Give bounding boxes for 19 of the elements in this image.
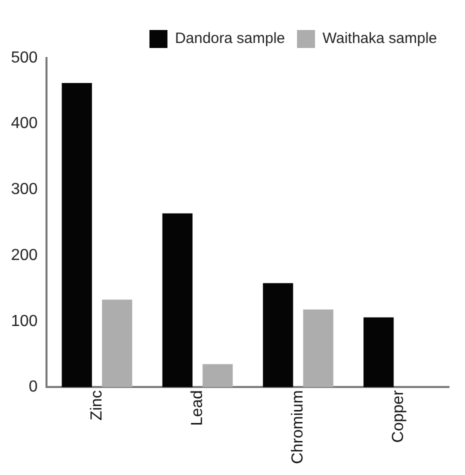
bar [62,83,92,388]
x-tick-label: Chromium [290,390,307,464]
legend-label: Waithaka sample [322,30,438,48]
bar [364,317,394,388]
legend-label: Dandora sample [174,30,286,48]
y-tick-label: 300 [10,181,38,198]
y-tick-label: 100 [10,312,38,330]
x-tick-label: Copper [390,390,408,443]
x-tick-label: Zinc [88,390,106,420]
y-tick-label: 0 [28,378,38,396]
y-tick-label: 400 [10,115,38,132]
y-tick-label: 500 [10,49,38,66]
bar [262,283,294,388]
bar [162,213,193,388]
bar [303,310,334,388]
bar [102,300,132,388]
x-tick-label: Lead [188,390,206,426]
bar [202,364,233,388]
y-tick-label: 200 [10,246,38,264]
